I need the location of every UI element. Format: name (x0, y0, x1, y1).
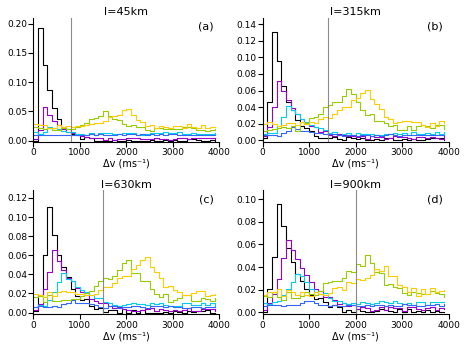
X-axis label: Δv (ms⁻¹): Δv (ms⁻¹) (332, 158, 379, 168)
X-axis label: Δv (ms⁻¹): Δv (ms⁻¹) (103, 331, 150, 341)
Text: (a): (a) (198, 22, 214, 31)
Title: l=45km: l=45km (104, 7, 149, 17)
Title: l=630km: l=630km (101, 180, 152, 190)
Title: l=900km: l=900km (330, 180, 381, 190)
Title: l=315km: l=315km (330, 7, 381, 17)
X-axis label: Δv (ms⁻¹): Δv (ms⁻¹) (332, 331, 379, 341)
Text: (d): (d) (427, 194, 443, 204)
Text: (c): (c) (199, 194, 214, 204)
X-axis label: Δv (ms⁻¹): Δv (ms⁻¹) (103, 158, 150, 168)
Text: (b): (b) (427, 22, 443, 31)
